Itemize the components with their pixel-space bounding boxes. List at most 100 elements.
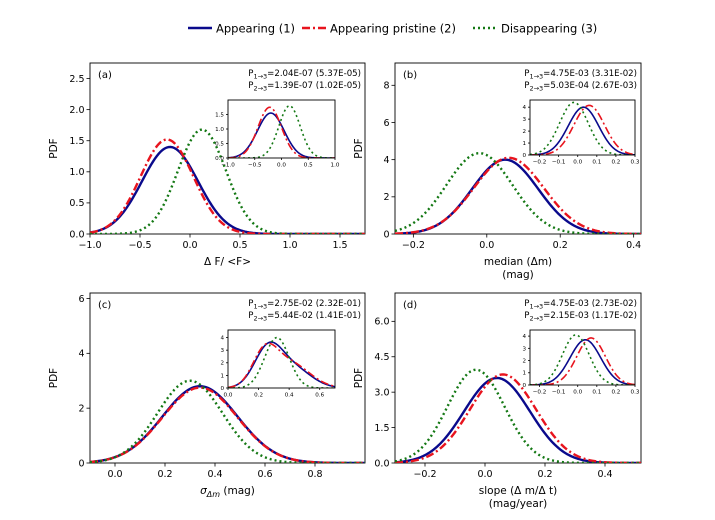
panel-c-inset-xtick-label: 0.0 [224, 393, 233, 399]
panel-b-label: (b) [403, 70, 417, 81]
panel-d-stat-1: P1→3=4.75E-03 (2.73E-02) [524, 299, 637, 311]
panel-b-inset-bg [530, 100, 635, 155]
panel-b-stat-1: P1→3=4.75E-03 (3.31E-02) [524, 69, 637, 81]
panel-c-xtick-label: 0.4 [207, 469, 222, 480]
panel-c-inset-frame [227, 329, 336, 389]
panel-b-stat-value: =4.75E-03 (3.31E-02) [543, 69, 637, 79]
panel-c-inset-ytick-label: 1 [220, 373, 224, 379]
panel-a-series-1-line: Appearing (1) [90, 145, 365, 234]
panel-b-stat-pair: 1→3 [529, 73, 543, 81]
panel-d-stat-pair: 1→3 [529, 303, 543, 311]
panel-a-xtick-label: −1.0 [78, 240, 101, 251]
panel-d-ylabel: PDF [353, 368, 365, 388]
panel-b-series-1-line: Appearing (1) [395, 158, 641, 234]
panel-c-inset-ytick-label: 4 [220, 336, 224, 342]
panel-d-series-2-line: Appearing pristine (2) [395, 373, 641, 463]
panel-c-inset: Appearing (1)Appearing pristine (2)Disap… [220, 329, 336, 399]
panel-d-inset-xtick-label: 0.2 [611, 390, 620, 396]
panel-a-xtick-label: 0.5 [232, 240, 247, 251]
panel-d-inset-ytick-label: 4 [522, 334, 526, 340]
panel-a-stat-P: P [248, 69, 253, 79]
legend-label-appearing: Appearing (1) [216, 22, 295, 36]
panel-b-xtick-label: 0.4 [626, 240, 641, 251]
panel-b-inset: Appearing (1)Appearing pristine (2)Disap… [522, 99, 640, 166]
panel-c-ytick-label: 0 [78, 458, 84, 469]
panel-b-ytick-label: 2 [383, 192, 389, 203]
panel-d-xtick-label: −0.2 [413, 469, 436, 480]
panel-b-ytick-label: 4 [383, 155, 389, 166]
panel-b-xtick-label: 0.2 [553, 240, 568, 251]
panel-b-frame [394, 62, 642, 235]
panel-d-ytick-label: 1.5 [374, 423, 389, 434]
panel-d-ytick-label: 4.5 [374, 352, 389, 363]
panel-d-inset-xtick-label: −0.1 [552, 390, 566, 396]
panel-a-ytick-label: 1.5 [69, 136, 84, 147]
panel-c-ytick-label: 6 [78, 294, 84, 305]
panel-a-series-3-line: Disappearing (3) [90, 128, 365, 234]
panel-c-series-2-line: Appearing pristine (2) [90, 386, 365, 463]
panel-a-inset-xtick-label: 1.0 [331, 163, 340, 169]
panel-b-series-2-line: Appearing pristine (2) [395, 156, 641, 234]
panel-d-xtick-label: 0.2 [537, 469, 552, 480]
panel-c-series-3-line: Disappearing (3) [90, 379, 365, 463]
panel-c-xlabel-sigma: σ [200, 485, 207, 497]
legend-label-disappearing: Disappearing (3) [501, 22, 597, 36]
panel-d-inset-xtick-label: 0.0 [573, 390, 582, 396]
panel-d-inset-ytick-label: 3 [522, 346, 526, 352]
panel-c-stat-value: =2.75E-02 (2.32E-01) [267, 299, 361, 309]
panel-c-xtick-label: 0.8 [307, 469, 322, 480]
panel-a-xtick-label: 1.5 [332, 240, 347, 251]
panel-b-xlabel: median (Δm) [484, 256, 552, 268]
panel-b-inset-ytick-label: 0 [522, 153, 526, 159]
panel-a-inset-xtick-label: −0.5 [248, 163, 262, 169]
panel-d-xlabel: slope (Δ m/Δ t) [479, 485, 557, 497]
panel-d-inset-frame [529, 329, 636, 386]
panel-d-inset-xtick-label: 0.1 [592, 390, 601, 396]
panel-a-stat-pair: 1→3 [253, 73, 267, 81]
panel-a-inset-xtick-label: 0.0 [277, 163, 286, 169]
panel-a-xtick-label: −0.5 [128, 240, 151, 251]
panel-a-xtick-label: 1.0 [282, 240, 297, 251]
panel-c-inset-series-2-line: Appearing pristine (2) [228, 342, 335, 388]
panel-a-ytick-label: 0.5 [69, 198, 84, 209]
panel-c-label: (c) [98, 300, 111, 311]
panel-c-inset-xtick-label: 0.4 [285, 393, 294, 399]
panel-d-inset-xtick-label: 0.3 [631, 390, 640, 396]
panel-c-xlabel-sub: Δm [206, 490, 220, 499]
panel-b: −0.2 0.0 0.2 0.4 0 2 4 6 8 Appearing (1)Appearing… [353, 62, 642, 281]
panel-a-inset-ytick-label: 0.0 [215, 156, 224, 162]
panel-b-inset-frame [529, 99, 636, 156]
panel-d: −0.2 0.0 0.2 0.4 0.0 1.5 3.0 4.5 6.0 Appearing (1… [353, 292, 642, 510]
panel-a: −1.0 −0.5 0.0 0.5 1.0 1.5 0.0 0.5 1.0 1.5 2.0 2.5 Ap… [48, 62, 366, 268]
panel-b-inset-xtick-label: 0.1 [592, 160, 601, 166]
panel-d-ytick-label: 3.0 [374, 387, 389, 398]
panel-b-stat-2: P2→3=5.03E-04 (2.67E-03) [524, 81, 637, 93]
panel-c-stat-2: P2→3=5.44E-02 (1.41E-01) [248, 311, 361, 323]
panel-c-stat-1: P1→3=2.75E-02 (2.32E-01) [248, 299, 361, 311]
panel-d-frame [394, 292, 642, 464]
panel-a-ytick-label: 2.0 [69, 105, 84, 116]
panel-b-ytick-label: 0 [383, 229, 389, 240]
panel-d-inset-bg [530, 330, 635, 385]
panel-d-stat-P: P [524, 311, 529, 321]
panel-c-xlabel-unit: (mag) [220, 485, 255, 497]
panel-c-xlabel: σΔm (mag) [200, 485, 255, 499]
panel-c-stat-P: P [248, 311, 253, 321]
panel-c-inset-ytick-label: 0 [220, 386, 224, 392]
panel-d-inset-ytick-label: 0 [522, 383, 526, 389]
panel-c-inset-xtick-label: 0.2 [254, 393, 263, 399]
panel-a-inset-ytick-label: 0.5 [215, 141, 224, 147]
panel-b-stat-P: P [524, 81, 529, 91]
panel-a-inset: Appearing (1)Appearing pristine (2)Disap… [215, 99, 340, 169]
panel-b-inset-xtick-label: −0.1 [552, 160, 566, 166]
panel-d-inset-ytick-label: 2 [522, 359, 526, 365]
panel-a-label: (a) [98, 70, 112, 81]
panel-d-stat-value: =2.15E-03 (1.17E-02) [543, 311, 637, 321]
panel-b-ytick-label: 8 [383, 81, 389, 92]
panel-c-xtick-label: 0.2 [157, 469, 172, 480]
panel-c-frame [89, 292, 366, 464]
panel-d-stat-P: P [524, 299, 529, 309]
panel-c-xtick-label: 0.6 [257, 469, 272, 480]
legend: Appearing (1) Appearing pristine (2) Dis… [188, 22, 597, 36]
panel-c-stat-pair: 2→3 [253, 315, 267, 323]
